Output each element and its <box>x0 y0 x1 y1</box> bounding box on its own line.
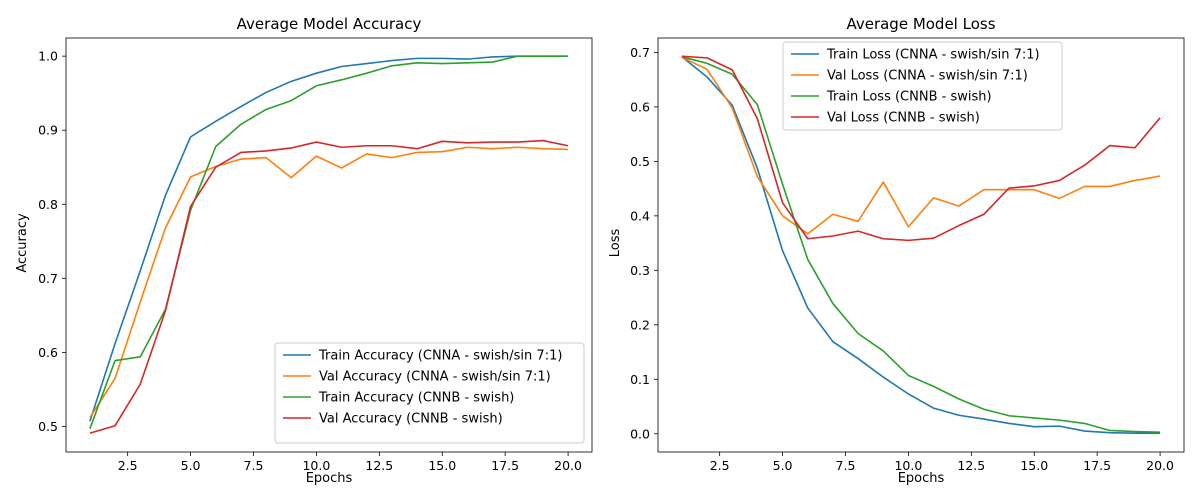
loss-y-tick-label: 0.2 <box>630 317 650 332</box>
accuracy-y-tick-label: 1.0 <box>38 49 58 64</box>
accuracy-x-tick-label: 15.0 <box>428 458 456 473</box>
loss-y-tick-label: 0.4 <box>630 208 650 223</box>
loss-x-tick-label: 20.0 <box>1146 458 1174 473</box>
loss-y-tick-label: 0.7 <box>630 45 650 60</box>
accuracy-series-line-4 <box>89 139 569 434</box>
loss-legend-label-4: Val Loss (CNNB - swish) <box>827 111 980 126</box>
loss-y-tick-label: 0.1 <box>630 372 650 387</box>
loss-y-tick-label: 0.5 <box>630 154 650 169</box>
loss-x-tick-label: 5.0 <box>773 458 793 473</box>
loss-chart-title: Average Model Loss <box>846 15 995 33</box>
accuracy-chart-title: Average Model Accuracy <box>237 15 422 33</box>
loss-y-tick-label: 0.6 <box>630 99 650 114</box>
accuracy-legend: Train Accuracy (CNNA - swish/sin 7:1) Val… <box>274 342 585 444</box>
accuracy-legend-label-4: Val Accuracy (CNNB - swish) <box>319 412 503 427</box>
loss-x-tick-label: 12.5 <box>957 458 985 473</box>
loss-series-line-4 <box>681 55 1161 242</box>
loss-series-line-3 <box>681 56 1161 433</box>
loss-y-tick-label: 0.0 <box>630 426 650 441</box>
accuracy-series-line-2 <box>89 146 569 418</box>
accuracy-legend-label-1: Train Accuracy (CNNA - swish/sin 7:1) <box>318 349 562 364</box>
loss-y-axis-label: Loss <box>608 229 623 258</box>
accuracy-y-tick-label: 0.7 <box>38 271 58 286</box>
loss-legend-label-2: Val Loss (CNNA - swish/sin 7:1) <box>827 69 1028 84</box>
accuracy-legend-box <box>274 342 585 444</box>
loss-y-tick-label: 0.3 <box>630 263 650 278</box>
accuracy-y-tick-label: 0.8 <box>38 197 58 212</box>
loss-x-tick-label: 2.5 <box>710 458 730 473</box>
accuracy-x-tick-label: 10.0 <box>302 458 330 473</box>
accuracy-x-tick-label: 5.0 <box>181 458 201 473</box>
accuracy-x-tick-label: 7.5 <box>244 458 264 473</box>
accuracy-legend-label-2: Val Accuracy (CNNA - swish/sin 7:1) <box>319 370 551 385</box>
accuracy-series-line-1 <box>89 55 569 422</box>
loss-series-lines <box>681 55 1161 435</box>
loss-chart: Average Model Loss Epochs Loss 2.5 5.0 7.5… <box>608 15 1185 486</box>
loss-x-tick-label: 7.5 <box>836 458 856 473</box>
accuracy-x-tick-label: 17.5 <box>491 458 519 473</box>
accuracy-y-tick-label: 0.5 <box>38 419 58 434</box>
loss-x-axis-label: Epochs <box>898 471 945 486</box>
loss-legend-box <box>782 41 1063 131</box>
loss-legend-label-3: Train Loss (CNNB - swish) <box>826 90 992 105</box>
accuracy-chart: Average Model Accuracy Epochs Accuracy 2… <box>15 15 593 486</box>
loss-legend-label-1: Train Loss (CNNA - swish/sin 7:1) <box>826 48 1040 63</box>
accuracy-x-tick-label: 2.5 <box>118 458 138 473</box>
accuracy-legend-label-3: Train Accuracy (CNNB - swish) <box>318 391 514 406</box>
accuracy-axes-frame <box>65 37 593 453</box>
loss-ticks: 2.5 5.0 7.5 10.0 12.5 15.0 17.5 20.0 0.0 0.1 0.2 0.… <box>630 45 1174 473</box>
accuracy-x-tick-label: 12.5 <box>365 458 393 473</box>
accuracy-ticks: 2.5 5.0 7.5 10.0 12.5 15.0 17.5 20.0 0.5 0.6 0.7 0.… <box>38 49 582 473</box>
loss-axes-frame <box>657 37 1185 453</box>
loss-x-tick-label: 15.0 <box>1020 458 1048 473</box>
loss-x-tick-label: 17.5 <box>1083 458 1111 473</box>
loss-legend: Train Loss (CNNA - swish/sin 7:1) Val Los… <box>782 41 1063 131</box>
loss-x-tick-label: 10.0 <box>894 458 922 473</box>
accuracy-y-tick-label: 0.9 <box>38 123 58 138</box>
accuracy-x-axis-label: Epochs <box>306 471 353 486</box>
accuracy-y-axis-label: Accuracy <box>15 213 30 273</box>
accuracy-y-tick-label: 0.6 <box>38 345 58 360</box>
loss-series-line-2 <box>681 56 1161 235</box>
accuracy-x-tick-label: 20.0 <box>554 458 582 473</box>
accuracy-series-lines <box>89 55 569 434</box>
